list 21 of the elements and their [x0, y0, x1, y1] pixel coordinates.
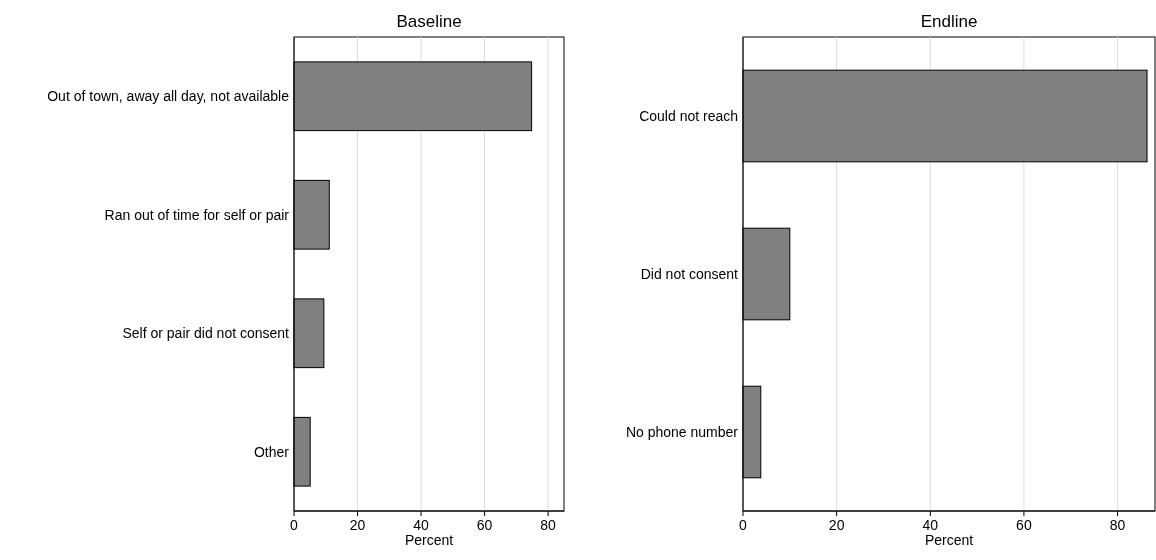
y-tick-label: Other — [253, 443, 290, 460]
chart-title: Endline — [920, 12, 978, 31]
x-tick-label: 60 — [1016, 517, 1032, 533]
x-tick-label: 60 — [476, 517, 493, 533]
x-tick-label: 80 — [540, 517, 557, 533]
x-tick-label: 0 — [290, 517, 299, 533]
y-tick-label: Could not reach — [639, 107, 738, 124]
x-tick-label: 20 — [828, 517, 845, 533]
y-tick-label: Ran out of time for self or pair — [104, 206, 290, 223]
x-tick-label: 0 — [739, 517, 748, 533]
x-tick-label: 40 — [922, 517, 939, 533]
x-tick-label: 80 — [1109, 517, 1126, 533]
x-tick-label: 20 — [349, 517, 366, 533]
x-tick-label: 40 — [413, 517, 430, 533]
y-tick-label: Self or pair did not consent — [122, 325, 290, 342]
chart-title: Baseline — [396, 12, 462, 31]
y-tick-label: No phone number — [625, 423, 739, 440]
x-axis-title: Percent — [924, 532, 974, 548]
y-tick-label: Did not consent — [640, 265, 739, 282]
y-tick-label: Out of town, away all day, not available — [47, 88, 290, 105]
x-axis-title: Percent — [404, 532, 454, 548]
